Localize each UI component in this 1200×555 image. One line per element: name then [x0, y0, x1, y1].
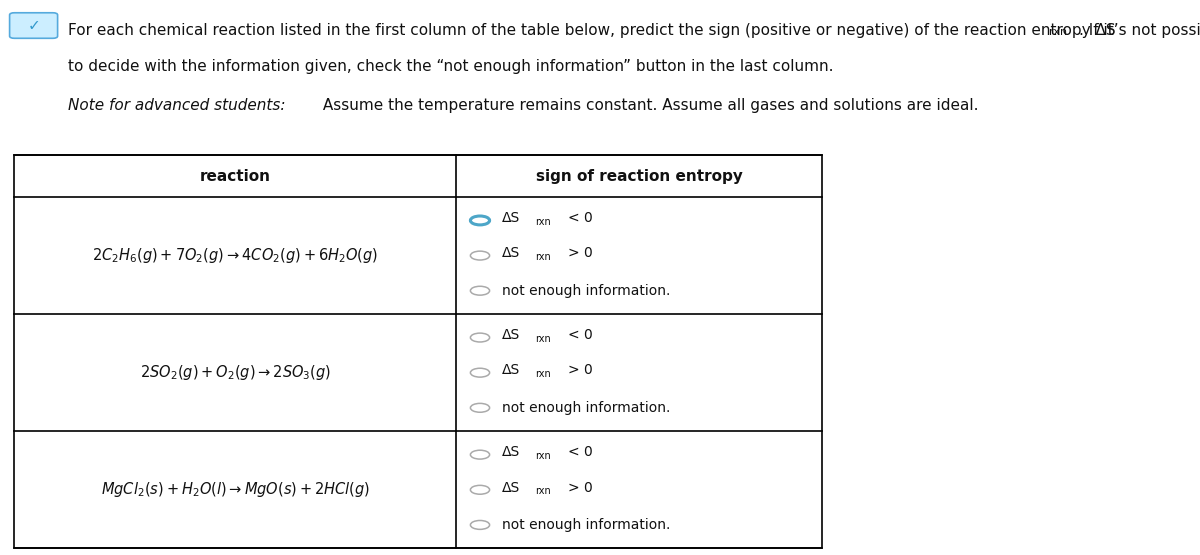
Text: Assume the temperature remains constant. Assume all gases and solutions are idea: Assume the temperature remains constant.… [318, 98, 978, 113]
Text: ΔS: ΔS [502, 211, 520, 225]
Text: . If it’s not possible: . If it’s not possible [1079, 23, 1200, 38]
Text: rxn: rxn [535, 251, 551, 262]
Text: rxn: rxn [535, 334, 551, 344]
Text: > 0: > 0 [568, 246, 593, 260]
Text: rxn: rxn [535, 216, 551, 226]
Text: rxn: rxn [535, 451, 551, 461]
Text: to decide with the information given, check the “not enough information” button : to decide with the information given, ch… [68, 59, 834, 74]
Text: ΔS: ΔS [502, 329, 520, 342]
Text: ΔS: ΔS [502, 246, 520, 260]
Text: not enough information.: not enough information. [502, 518, 670, 532]
Text: For each chemical reaction listed in the first column of the table below, predic: For each chemical reaction listed in the… [68, 23, 1116, 38]
Text: rxn: rxn [1049, 27, 1067, 37]
Text: < 0: < 0 [568, 211, 593, 225]
Text: rxn: rxn [535, 486, 551, 496]
Text: < 0: < 0 [568, 446, 593, 460]
Text: sign of reaction entropy: sign of reaction entropy [535, 169, 743, 184]
FancyBboxPatch shape [10, 13, 58, 38]
Text: Note for advanced students:: Note for advanced students: [68, 98, 286, 113]
Text: $2SO_2(g) + O_2(g) \rightarrow 2SO_3(g)$: $2SO_2(g) + O_2(g) \rightarrow 2SO_3(g)$ [139, 363, 331, 382]
Text: reaction: reaction [199, 169, 271, 184]
Text: $MgCl_2(s) + H_2O(l) \rightarrow MgO(s) + 2HCl(g)$: $MgCl_2(s) + H_2O(l) \rightarrow MgO(s) … [101, 480, 370, 500]
Text: not enough information.: not enough information. [502, 284, 670, 297]
Text: rxn: rxn [535, 369, 551, 379]
Text: not enough information.: not enough information. [502, 401, 670, 415]
Text: ΔS: ΔS [502, 364, 520, 377]
Text: ΔS: ΔS [502, 446, 520, 460]
Text: < 0: < 0 [568, 329, 593, 342]
Text: ✓: ✓ [28, 18, 40, 33]
Text: ΔS: ΔS [502, 481, 520, 495]
Text: > 0: > 0 [568, 481, 593, 495]
Text: $2C_2H_6(g) + 7O_2(g) \rightarrow 4CO_2(g) + 6H_2O(g)$: $2C_2H_6(g) + 7O_2(g) \rightarrow 4CO_2(… [92, 246, 378, 265]
Text: > 0: > 0 [568, 364, 593, 377]
